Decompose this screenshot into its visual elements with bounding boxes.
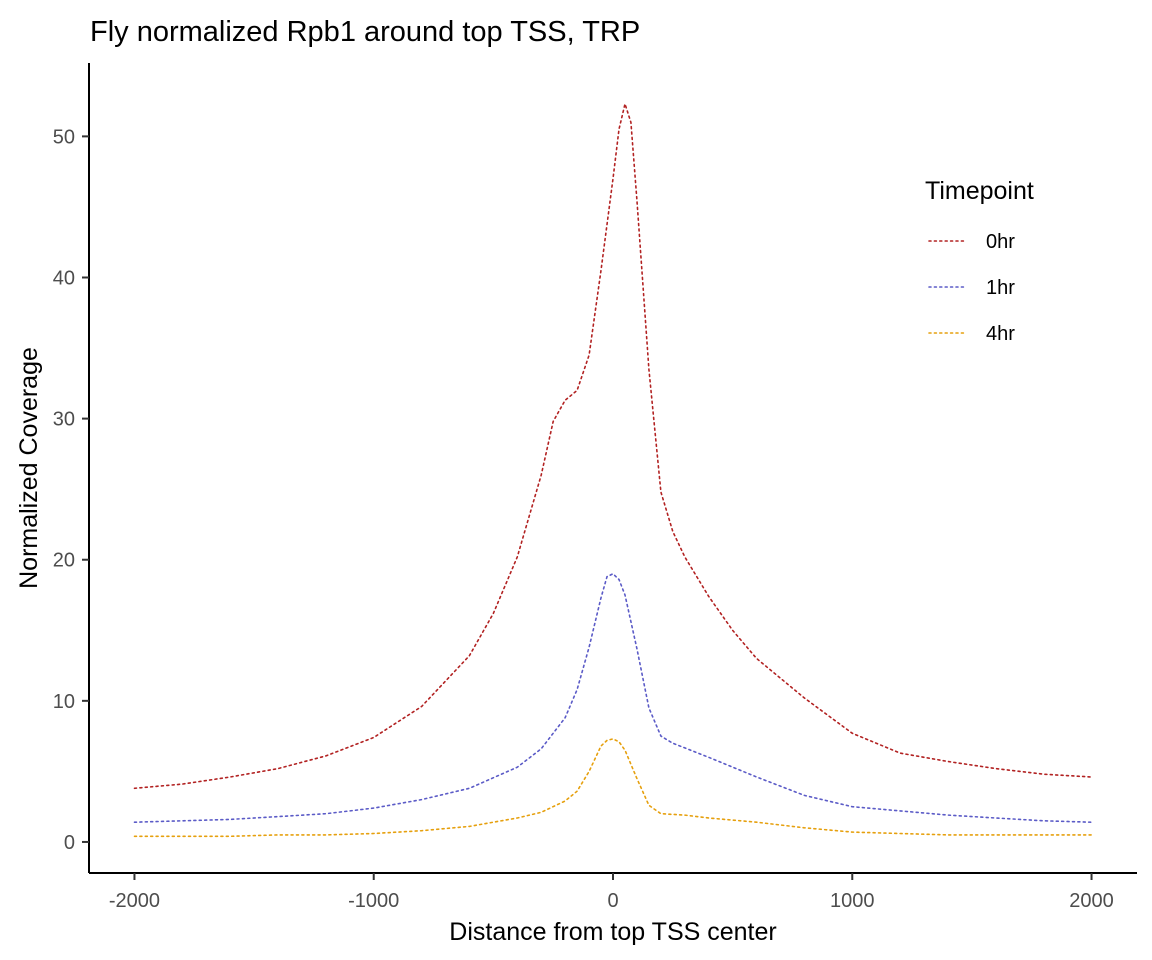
x-tick-label: -2000 xyxy=(109,890,160,912)
legend-label-0hr: 0hr xyxy=(986,231,1015,253)
chart-title: Fly normalized Rpb1 around top TSS, TRP xyxy=(90,16,640,48)
legend-label-1hr: 1hr xyxy=(986,277,1015,299)
x-tick-label: 0 xyxy=(607,890,618,912)
x-tick-label: -1000 xyxy=(348,890,399,912)
y-axis-ticks: 0 10 20 30 40 50 xyxy=(53,126,89,854)
y-tick-label: 40 xyxy=(53,267,75,289)
y-tick-label: 50 xyxy=(53,126,75,148)
y-tick-label: 20 xyxy=(53,550,75,572)
legend: Timepoint 0hr 1hr 4hr xyxy=(925,177,1034,345)
legend-title: Timepoint xyxy=(925,177,1034,205)
series-line-4hr xyxy=(133,738,1093,838)
y-tick-label: 0 xyxy=(64,832,75,854)
legend-label-4hr: 4hr xyxy=(986,323,1015,345)
y-axis-title: Normalized Coverage xyxy=(15,347,43,589)
x-axis-ticks: -2000 -1000 0 1000 2000 xyxy=(109,873,1114,912)
x-tick-label: 1000 xyxy=(830,890,875,912)
y-tick-label: 10 xyxy=(53,691,75,713)
series-line-1hr xyxy=(133,572,1093,824)
series-layer xyxy=(133,100,1093,838)
x-tick-label: 2000 xyxy=(1069,890,1114,912)
series-line-0hr xyxy=(133,100,1093,790)
y-tick-label: 30 xyxy=(53,409,75,431)
x-axis-title: Distance from top TSS center xyxy=(449,918,776,946)
